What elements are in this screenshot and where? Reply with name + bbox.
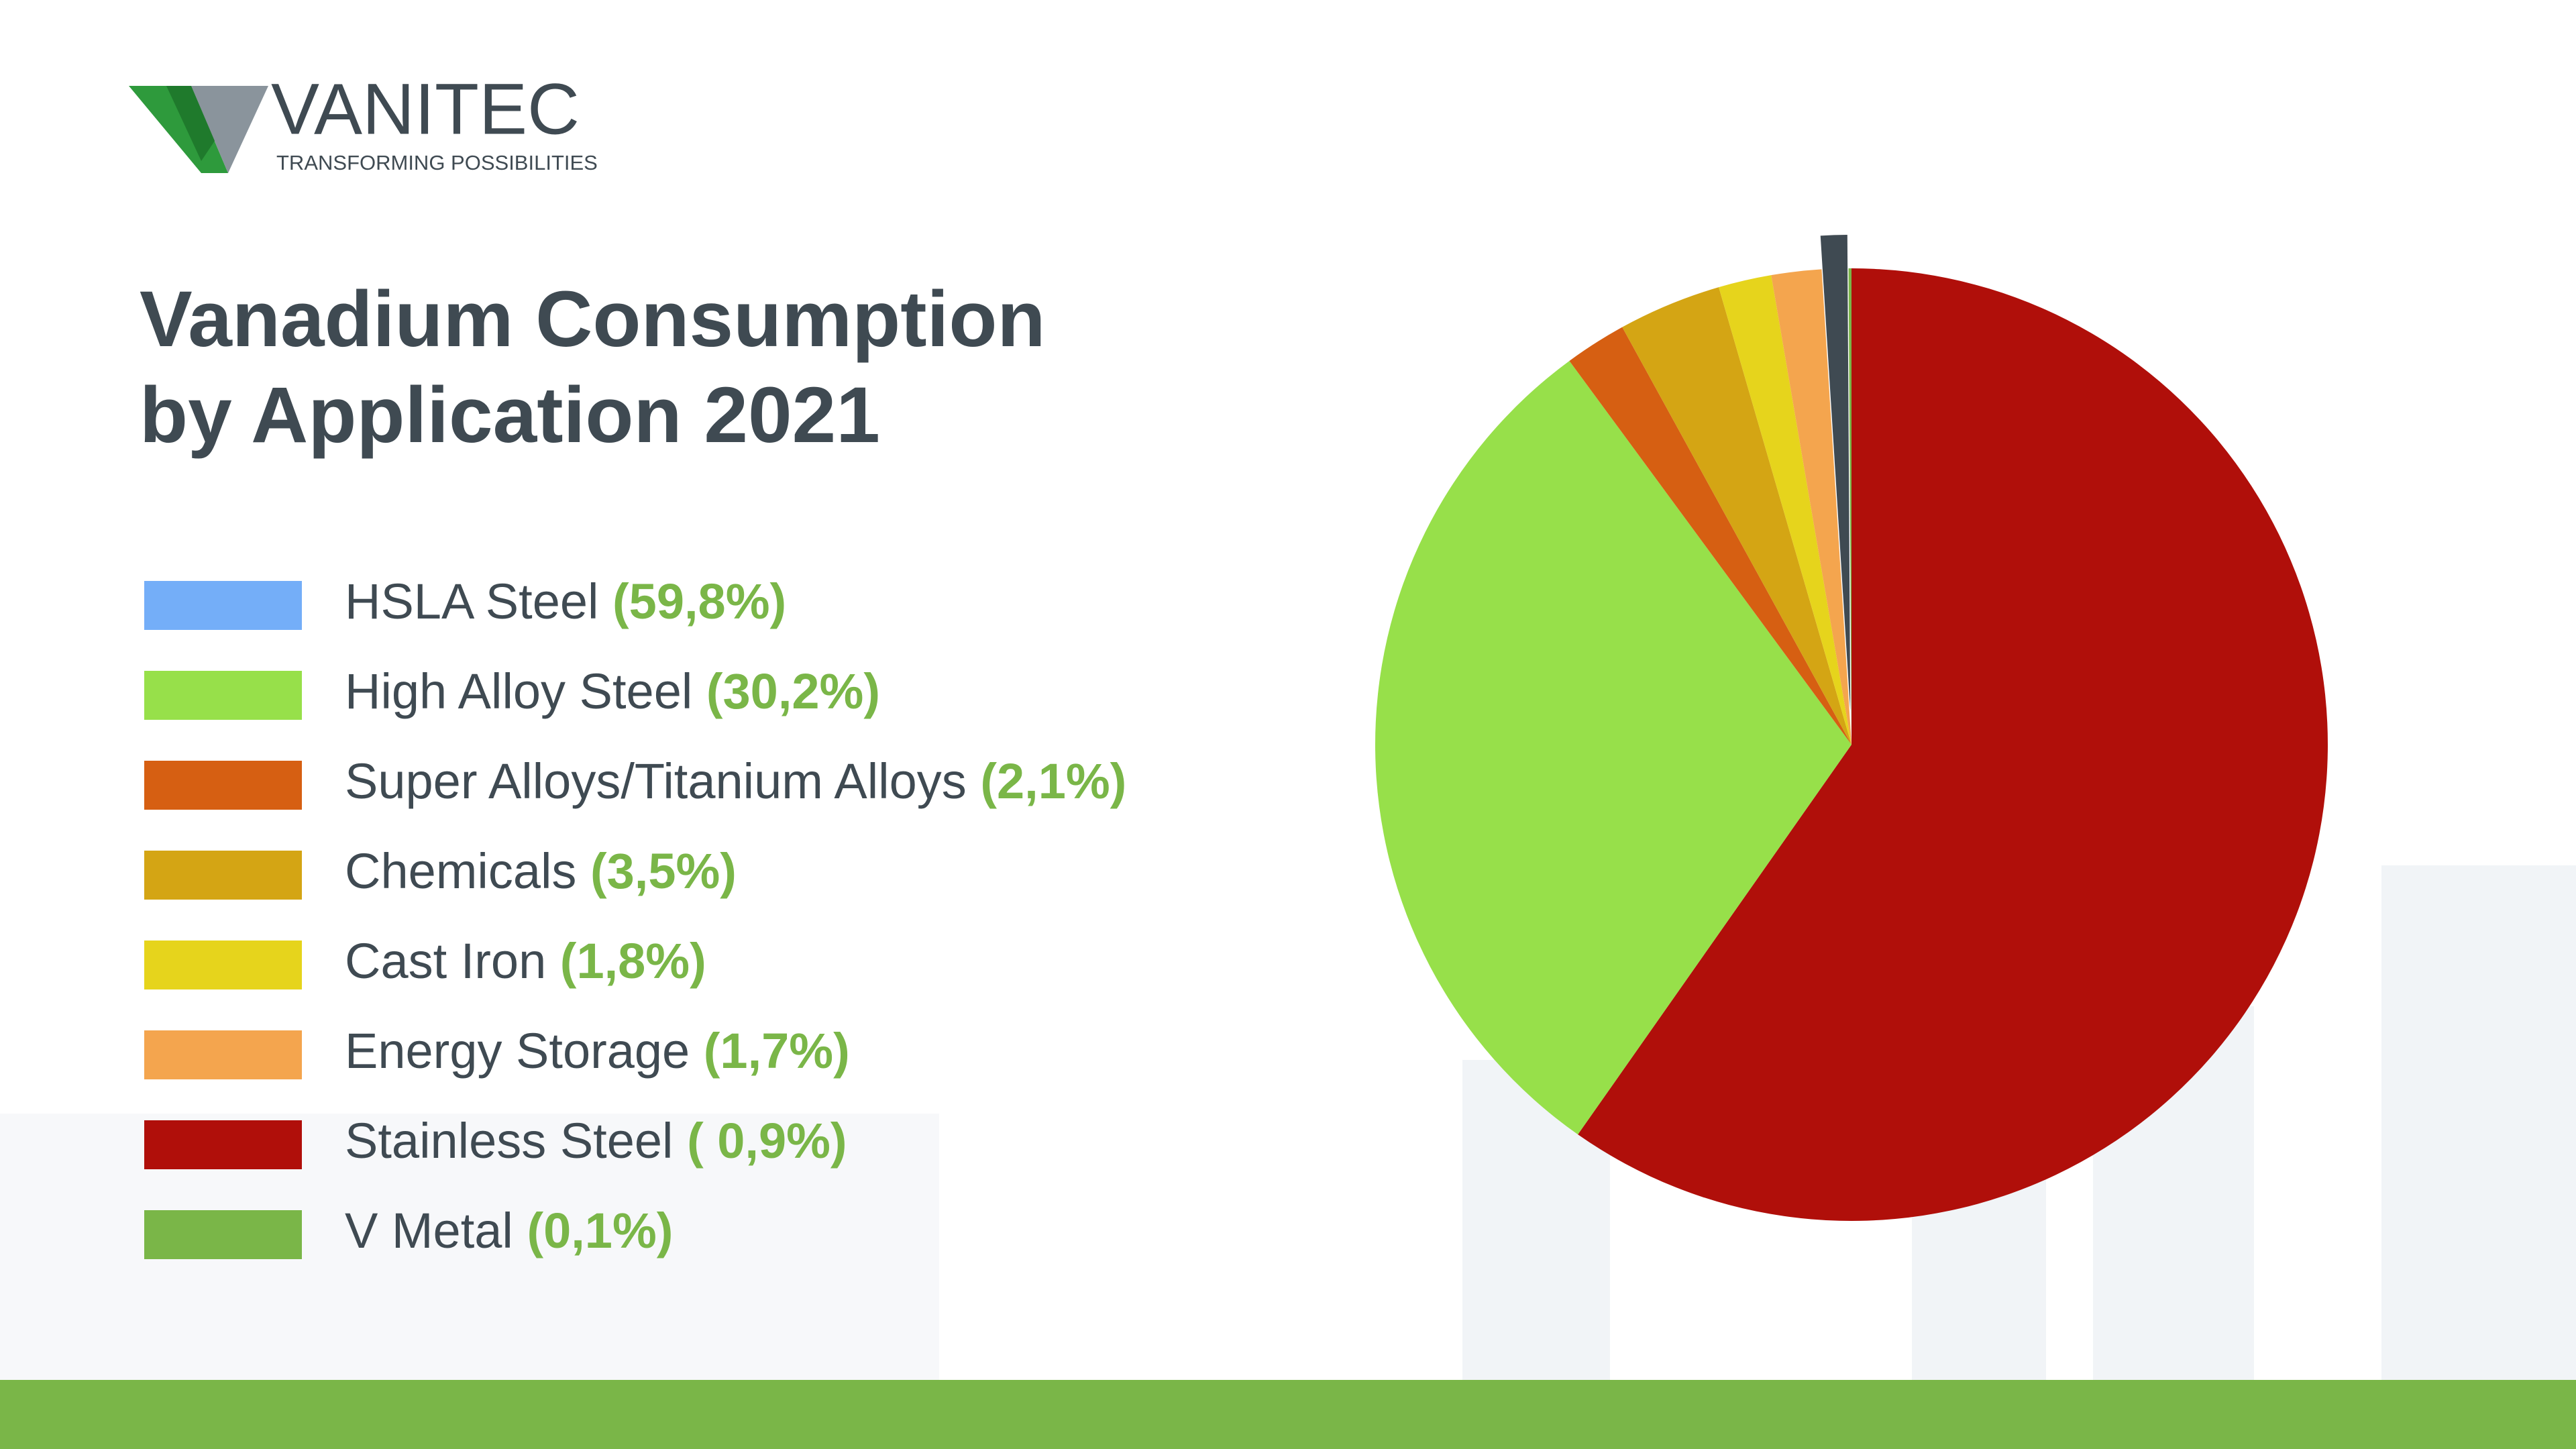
pie bbox=[1375, 235, 2328, 1222]
pie-slice bbox=[1719, 275, 1851, 745]
legend-swatch bbox=[144, 1120, 302, 1169]
chart-title: by Application 2021 bbox=[140, 371, 880, 460]
legend-value: (30,2%) bbox=[706, 663, 880, 719]
logo-mark bbox=[129, 86, 268, 173]
legend-value: (2,1%) bbox=[980, 753, 1126, 809]
pie-slice bbox=[1622, 287, 1851, 745]
legend-label: High Alloy Steel (30,2%) bbox=[345, 663, 880, 719]
legend-swatch bbox=[144, 1030, 302, 1079]
legend-swatch bbox=[144, 941, 302, 989]
legend-name: HSLA Steel bbox=[345, 574, 598, 629]
legend-label: HSLA Steel (59,8%) bbox=[345, 574, 786, 629]
legend-value: (0,1%) bbox=[527, 1203, 673, 1258]
legend-name: Stainless Steel bbox=[345, 1113, 674, 1169]
legend-swatch bbox=[144, 671, 302, 720]
pie-slice bbox=[1375, 360, 1851, 1135]
legend-name: High Alloy Steel bbox=[345, 663, 692, 719]
legend-label: Chemicals (3,5%) bbox=[345, 843, 737, 899]
legend-swatch bbox=[144, 851, 302, 900]
legend-name: V Metal bbox=[345, 1203, 513, 1258]
legend-label: V Metal (0,1%) bbox=[345, 1203, 673, 1258]
legend-name: Energy Storage bbox=[345, 1023, 690, 1079]
legend-value: (1,8%) bbox=[560, 933, 706, 989]
pie-slice bbox=[1820, 235, 1851, 712]
pie-slice bbox=[1848, 268, 1851, 745]
legend-label: Energy Storage (1,7%) bbox=[345, 1023, 850, 1079]
legend-label: Cast Iron (1,8%) bbox=[345, 933, 706, 989]
logo-name: VANITEC bbox=[271, 68, 580, 150]
legend-name: Super Alloys/Titanium Alloys bbox=[345, 753, 967, 809]
legend-label: Stainless Steel ( 0,9%) bbox=[345, 1113, 847, 1169]
legend-value: ( 0,9%) bbox=[687, 1113, 847, 1169]
pie-slice bbox=[1569, 327, 1851, 745]
legend-value: (1,7%) bbox=[704, 1023, 850, 1079]
legend-value: (3,5%) bbox=[590, 843, 737, 899]
legend-swatch bbox=[144, 581, 302, 630]
footer-bar bbox=[0, 1380, 2576, 1449]
legend-name: Cast Iron bbox=[345, 933, 546, 989]
legend-value: (59,8%) bbox=[612, 574, 786, 629]
legend-swatch bbox=[144, 761, 302, 810]
logo-tagline: TRANSFORMING POSSIBILITIES bbox=[276, 151, 598, 174]
legend-name: Chemicals bbox=[345, 843, 576, 899]
legend-swatch bbox=[144, 1210, 302, 1259]
pie-slice bbox=[1578, 268, 2328, 1222]
legend-label: Super Alloys/Titanium Alloys (2,1%) bbox=[345, 753, 1126, 809]
chart-title: Vanadium Consumption bbox=[140, 275, 1046, 364]
pie-slice bbox=[1771, 269, 1851, 745]
legend: HSLA Steel (59,8%) High Alloy Steel (30,2… bbox=[144, 574, 1126, 1259]
